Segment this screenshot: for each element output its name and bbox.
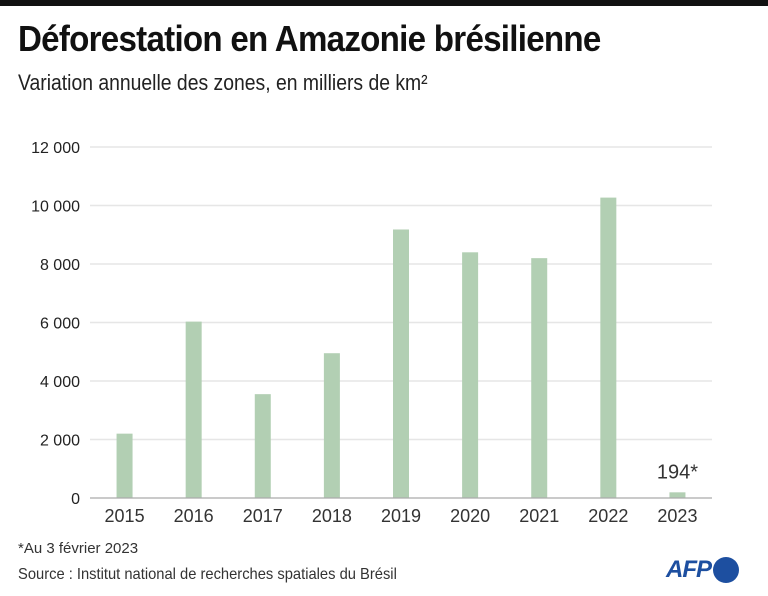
y-axis-ticks: 0 2 000 4 000 6 000 8 000 10 000 12 000 [31, 140, 80, 508]
y-tick-label: 4 000 [40, 374, 80, 391]
bar-2023 [669, 492, 686, 498]
chart-subtitle: Variation annuelle des zones, en millier… [18, 70, 428, 95]
bar-2016 [185, 321, 202, 498]
afp-logo-text: AFP [666, 556, 712, 583]
bar-2021 [531, 258, 548, 498]
y-tick-label: 2 000 [40, 433, 80, 450]
x-tick-label: 2019 [381, 506, 421, 526]
bar-2015 [116, 433, 133, 498]
x-tick-label: 2020 [450, 506, 490, 526]
y-tick-label: 6 000 [40, 316, 80, 333]
bar-2020 [462, 252, 479, 498]
x-tick-label: 2022 [588, 506, 628, 526]
chart-title: Déforestation en Amazonie brésilienne [18, 18, 601, 59]
data-label-2023: 194* [657, 461, 698, 483]
bar-2022 [600, 197, 617, 499]
bars [116, 197, 686, 499]
x-tick-label: 2016 [174, 506, 214, 526]
footnote: *Au 3 février 2023 [18, 540, 139, 557]
source-note: Source : Institut national de recherches… [18, 566, 397, 583]
x-tick-label: 2017 [243, 506, 283, 526]
bar-2019 [393, 229, 409, 499]
top-bar [0, 0, 768, 6]
x-tick-label: 2015 [105, 506, 145, 526]
y-tick-label: 0 [71, 491, 80, 508]
bar-2018 [323, 353, 340, 498]
afp-logo: AFP [666, 556, 739, 584]
x-tick-label: 2021 [519, 506, 559, 526]
bar-2017 [254, 394, 271, 498]
y-tick-label: 10 000 [31, 199, 80, 216]
x-axis-ticks: 2015 2016 2017 2018 2019 2020 2021 2022 2023 [105, 506, 698, 526]
x-tick-label: 2023 [657, 506, 697, 526]
y-tick-label: 12 000 [31, 140, 80, 157]
afp-logo-dot-icon [713, 557, 739, 583]
annotations: 194* [657, 461, 698, 483]
x-tick-label: 2018 [312, 506, 352, 526]
y-tick-label: 8 000 [40, 257, 80, 274]
